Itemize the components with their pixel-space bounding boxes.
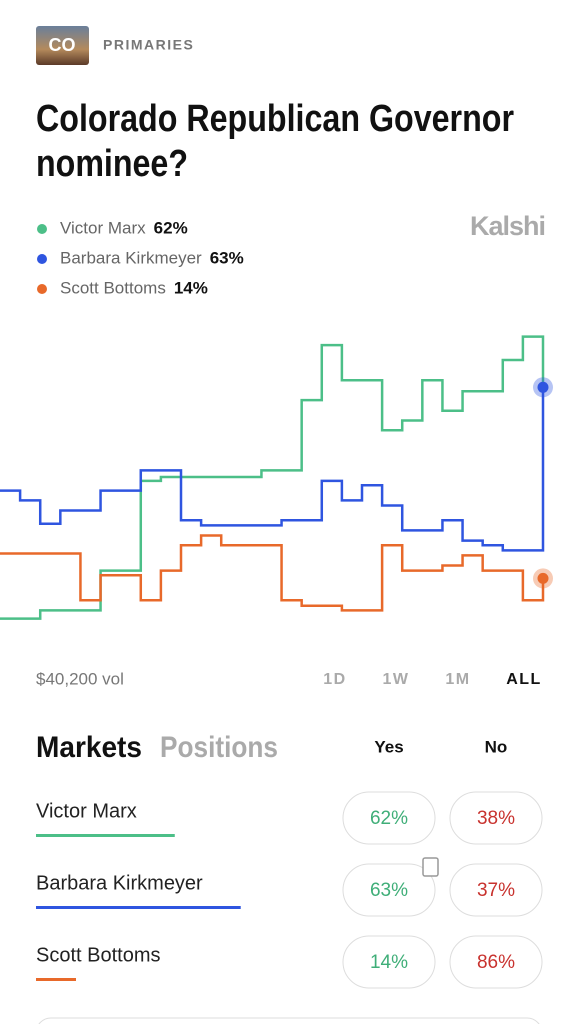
no-price: 38% xyxy=(477,808,515,829)
end-dot xyxy=(537,381,549,393)
legend-name: Victor Marx xyxy=(60,218,146,237)
market-underline xyxy=(36,978,76,981)
market-name[interactable]: Scott Bottoms xyxy=(36,944,161,966)
column-header: Yes xyxy=(374,737,403,756)
range-button[interactable]: 1D xyxy=(323,671,346,688)
title-line: Colorado Republican Governor xyxy=(36,98,514,140)
series-line xyxy=(0,335,545,620)
no-price: 86% xyxy=(477,952,515,973)
market-name[interactable]: Victor Marx xyxy=(36,800,137,822)
brand: Kalshi xyxy=(470,211,545,241)
legend-value: 14% xyxy=(174,278,208,297)
no-button[interactable] xyxy=(449,863,543,917)
badge-image xyxy=(36,26,89,65)
range-button[interactable]: ALL xyxy=(506,671,542,688)
section: PRIMARIES xyxy=(103,37,194,53)
yes-price: 63% xyxy=(370,880,408,901)
legend-dot xyxy=(37,224,47,234)
tab[interactable]: Positions xyxy=(160,731,278,764)
legend-name: Barbara Kirkmeyer xyxy=(60,248,202,267)
legend-value: 62% xyxy=(154,218,188,237)
legend-name: Scott Bottoms xyxy=(60,278,166,297)
legend-value: 63% xyxy=(210,248,244,267)
badge-text: CO xyxy=(49,35,76,55)
bottom-button[interactable] xyxy=(36,1017,542,1024)
tab[interactable]: Markets xyxy=(36,731,142,764)
yes-button[interactable] xyxy=(342,791,436,845)
market-underline xyxy=(36,906,241,909)
yes-button[interactable] xyxy=(342,935,436,989)
legend-dot xyxy=(37,254,47,264)
market-name[interactable]: Barbara Kirkmeyer xyxy=(36,872,203,894)
volume: $40,200 vol xyxy=(36,669,124,688)
end-dot xyxy=(537,572,549,584)
title-line: nominee? xyxy=(36,143,188,185)
no-price: 37% xyxy=(477,880,515,901)
legend-dot xyxy=(37,284,47,294)
yes-button[interactable] xyxy=(342,863,436,917)
column-header: No xyxy=(485,737,508,756)
yes-price: 14% xyxy=(370,952,408,973)
range-button[interactable]: 1W xyxy=(383,671,410,688)
no-button[interactable] xyxy=(449,791,543,845)
receipt-icon xyxy=(422,857,439,877)
series-line xyxy=(0,534,545,612)
series-line xyxy=(0,387,545,552)
range-button[interactable]: 1M xyxy=(445,671,470,688)
no-button[interactable] xyxy=(449,935,543,989)
yes-price: 62% xyxy=(370,808,408,829)
market-underline xyxy=(36,834,175,837)
